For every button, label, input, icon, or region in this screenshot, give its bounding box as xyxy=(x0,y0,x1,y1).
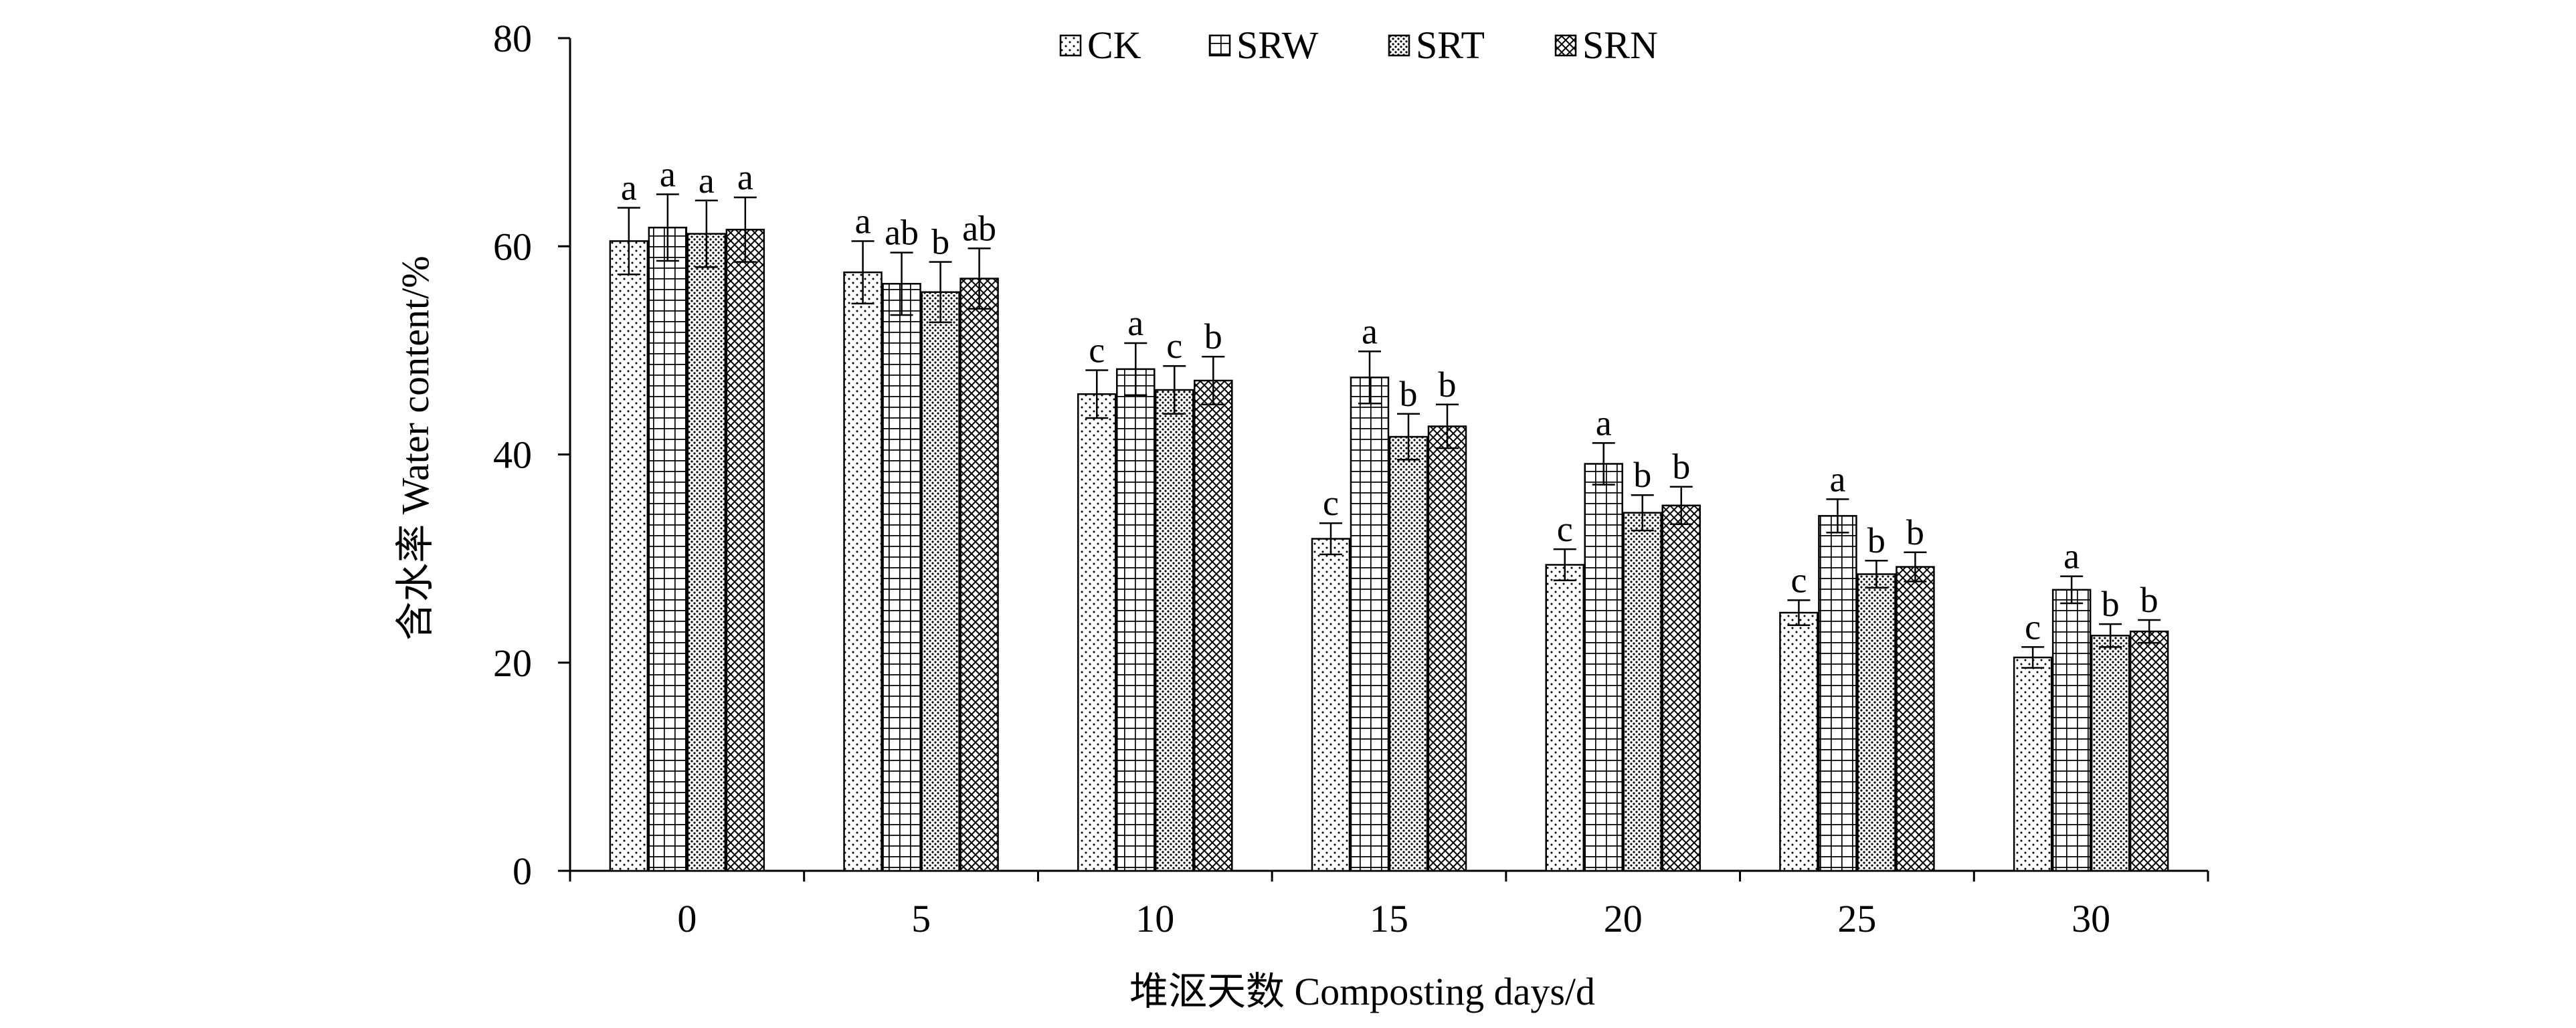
legend-label-SRW: SRW xyxy=(1236,23,1319,67)
significance-letter: b xyxy=(1204,316,1222,356)
legend-label-CK: CK xyxy=(1087,23,1141,67)
x-axis-title: 堆沤天数 Composting days/d xyxy=(1129,970,1595,1013)
bar-SRW-30 xyxy=(2051,589,2092,872)
y-axis-title: 含水率 Water content/% xyxy=(393,255,437,640)
significance-letter: b xyxy=(2140,580,2158,620)
significance-letter: c xyxy=(1166,326,1182,366)
bar-SRN-5 xyxy=(959,278,999,872)
bar-SRT-0 xyxy=(686,233,727,872)
bar-SRT-15 xyxy=(1388,435,1429,872)
significance-letter: c xyxy=(1323,483,1339,523)
bar-SRT-10 xyxy=(1155,389,1194,872)
x-tick-label: 10 xyxy=(1135,897,1174,940)
bar-SRN-0 xyxy=(725,229,765,872)
significance-letter: c xyxy=(1557,509,1573,549)
significance-letter: a xyxy=(2063,536,2080,577)
significance-letter: ab xyxy=(962,208,996,248)
significance-letter: a xyxy=(1127,303,1143,343)
bar-CK-20 xyxy=(1545,564,1584,872)
significance-letter: b xyxy=(2102,584,2120,624)
legend-swatch-CK xyxy=(1059,34,1082,57)
bar-CK-5 xyxy=(843,271,883,872)
significance-letter: b xyxy=(1633,455,1651,495)
x-tick-label: 25 xyxy=(1837,897,1876,940)
significance-letter: c xyxy=(2025,607,2041,647)
significance-letter: b xyxy=(1439,365,1457,405)
x-tick-label: 15 xyxy=(1370,897,1408,940)
significance-letter: a xyxy=(1829,459,1845,499)
x-tick-label: 5 xyxy=(911,897,931,940)
significance-letter: a xyxy=(1362,311,1378,351)
significance-letter: a xyxy=(855,201,871,241)
significance-letter: b xyxy=(1867,520,1885,560)
y-tick-label: 60 xyxy=(493,225,532,268)
bar-SRN-30 xyxy=(2129,630,2169,872)
bar-SRW-10 xyxy=(1116,368,1156,872)
bar-SRW-15 xyxy=(1350,377,1390,872)
bar-CK-30 xyxy=(2013,656,2053,872)
bar-SRW-5 xyxy=(882,283,921,872)
bar-CK-15 xyxy=(1311,538,1351,872)
bar-CK-0 xyxy=(609,240,649,872)
y-tick-label: 0 xyxy=(513,849,532,893)
bar-CK-25 xyxy=(1779,611,1819,872)
significance-letter: b xyxy=(1906,512,1924,552)
bar-SRW-20 xyxy=(1584,463,1623,872)
x-tick-label: 0 xyxy=(677,897,697,940)
bar-SRN-25 xyxy=(1896,566,1935,872)
x-tick-label: 20 xyxy=(1604,897,1643,940)
bar-SRW-0 xyxy=(648,226,688,872)
significance-letter: ab xyxy=(885,213,919,253)
significance-letter: a xyxy=(1596,403,1612,443)
legend-swatch-SRW xyxy=(1208,34,1231,57)
legend-swatch-SRN xyxy=(1554,34,1577,57)
legend-swatch-SRT xyxy=(1388,34,1410,57)
significance-letter: a xyxy=(621,168,637,208)
significance-letter: b xyxy=(1400,374,1418,414)
y-tick-label: 40 xyxy=(493,433,532,477)
bar-SRT-25 xyxy=(1857,573,1896,872)
bar-SRN-15 xyxy=(1427,425,1467,872)
bar-SRT-30 xyxy=(2090,635,2130,872)
y-tick-label: 20 xyxy=(493,641,532,685)
bar-SRW-25 xyxy=(1818,515,1857,872)
significance-letter: c xyxy=(1089,330,1105,370)
legend: CK SRW SRT SRN xyxy=(1059,23,1658,67)
x-tick-label: 30 xyxy=(2072,897,2110,940)
bar-SRN-10 xyxy=(1194,379,1233,872)
bar-SRT-20 xyxy=(1623,512,1662,872)
significance-letter: b xyxy=(931,222,949,262)
bar-CK-10 xyxy=(1077,393,1117,872)
legend-label-SRN: SRN xyxy=(1582,23,1658,67)
legend-label-SRT: SRT xyxy=(1416,23,1485,67)
significance-letter: a xyxy=(660,154,676,194)
significance-letter: c xyxy=(1790,560,1807,600)
significance-letter: a xyxy=(737,157,753,197)
bar-SRN-20 xyxy=(1661,504,1701,872)
y-tick-label: 80 xyxy=(493,17,532,60)
bar-SRT-5 xyxy=(921,291,960,872)
significance-letter: a xyxy=(699,161,715,201)
significance-letter: b xyxy=(1672,447,1690,487)
